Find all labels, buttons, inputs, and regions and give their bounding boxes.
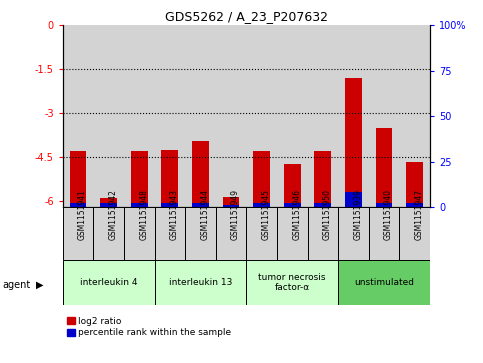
Text: interleukin 4: interleukin 4 [80, 278, 138, 287]
Bar [216, 25, 246, 207]
Bar [70, 151, 86, 207]
Text: GSM1151946: GSM1151946 [292, 189, 301, 240]
Bar [338, 207, 369, 260]
Text: GSM1151948: GSM1151948 [139, 189, 148, 240]
Legend: log2 ratio, percentile rank within the sample: log2 ratio, percentile rank within the s… [67, 317, 231, 337]
Bar [70, 203, 86, 207]
Bar [308, 207, 338, 260]
Bar [223, 205, 240, 207]
Bar [100, 198, 117, 207]
Bar [192, 203, 209, 207]
Bar [345, 78, 362, 207]
Text: GSM1151942: GSM1151942 [109, 189, 118, 240]
Bar [253, 203, 270, 207]
Text: agent: agent [2, 280, 30, 290]
Bar [246, 207, 277, 260]
Bar [185, 25, 216, 207]
Bar [246, 260, 338, 305]
Bar [376, 203, 392, 207]
Text: GSM1151945: GSM1151945 [262, 189, 270, 240]
Bar [406, 162, 423, 207]
Bar [131, 203, 148, 207]
Text: GSM1151943: GSM1151943 [170, 189, 179, 240]
Bar [277, 207, 308, 260]
Bar [185, 207, 216, 260]
Bar [131, 151, 148, 207]
Bar [338, 260, 430, 305]
Bar [399, 25, 430, 207]
Text: unstimulated: unstimulated [354, 278, 414, 287]
Bar [246, 25, 277, 207]
Bar [100, 203, 117, 207]
Text: interleukin 13: interleukin 13 [169, 278, 232, 287]
Bar [338, 25, 369, 207]
Text: GSM1151941: GSM1151941 [78, 189, 87, 240]
Bar [63, 207, 93, 260]
Bar [314, 151, 331, 207]
Bar [161, 203, 178, 207]
Bar [124, 207, 155, 260]
Text: GSM1151949: GSM1151949 [231, 189, 240, 240]
Text: tumor necrosis
factor-α: tumor necrosis factor-α [258, 273, 326, 292]
Bar [63, 260, 155, 305]
Bar [399, 207, 430, 260]
Text: GSM1151940: GSM1151940 [384, 189, 393, 240]
Bar [192, 141, 209, 207]
Text: GSM1151950: GSM1151950 [323, 189, 332, 240]
Bar [216, 207, 246, 260]
Bar [155, 25, 185, 207]
Bar [277, 25, 308, 207]
Bar [124, 25, 155, 207]
Bar [308, 25, 338, 207]
Text: GSM1151947: GSM1151947 [414, 189, 424, 240]
Bar [155, 260, 246, 305]
Bar [314, 203, 331, 207]
Bar [63, 25, 93, 207]
Bar [223, 197, 240, 207]
Bar [93, 207, 124, 260]
Bar [155, 207, 185, 260]
Title: GDS5262 / A_23_P207632: GDS5262 / A_23_P207632 [165, 10, 328, 23]
Bar [284, 203, 300, 207]
Text: ▶: ▶ [36, 280, 44, 290]
Bar [253, 151, 270, 207]
Text: GSM1151939: GSM1151939 [354, 189, 362, 240]
Bar [345, 192, 362, 207]
Bar [93, 25, 124, 207]
Bar [376, 128, 392, 207]
Bar [369, 25, 399, 207]
Bar [369, 207, 399, 260]
Bar [406, 203, 423, 207]
Text: GSM1151944: GSM1151944 [200, 189, 210, 240]
Bar [284, 164, 300, 207]
Bar [161, 150, 178, 207]
